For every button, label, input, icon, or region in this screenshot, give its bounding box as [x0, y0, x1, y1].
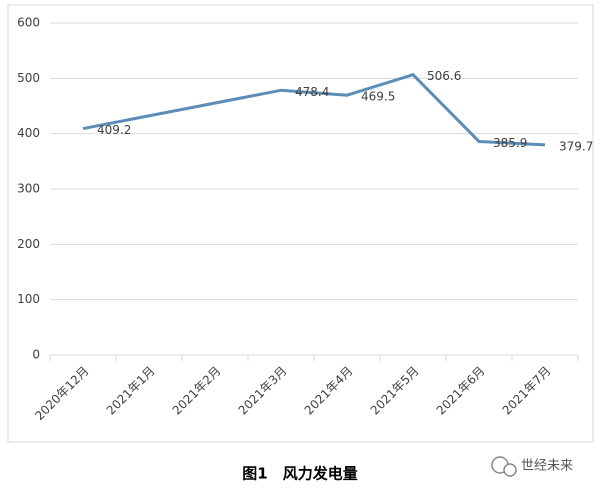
y-tick-label: 200 [17, 237, 40, 251]
chart-border [7, 4, 594, 443]
x-tick-label: 2021年3月 [236, 364, 290, 418]
x-tick-label: 2020年12月 [32, 364, 91, 423]
data-label: 478.4 [295, 85, 329, 99]
data-label: 379.7 [559, 139, 593, 153]
y-tick-label: 600 [17, 16, 40, 30]
x-tick-label: 2021年6月 [434, 364, 488, 418]
x-tick-label: 2021年2月 [170, 364, 224, 418]
watermark: 世经未来 [521, 459, 573, 474]
data-label: 409.2 [97, 123, 131, 137]
data-label: 469.5 [361, 90, 395, 104]
y-tick-label: 0 [32, 348, 40, 362]
y-tick-label: 500 [17, 71, 40, 85]
line [82, 73, 546, 147]
x-tick-label: 2021年7月 [500, 364, 554, 418]
data-label: 385.9 [493, 136, 527, 150]
caption: 图1 风力发电量 [242, 465, 357, 483]
y-tick-label: 400 [17, 126, 40, 140]
x-tick-label: 2021年1月 [104, 364, 158, 418]
y-tick-label: 300 [17, 182, 40, 196]
x-tick-label: 2021年4月 [302, 364, 356, 418]
y-tick-label: 100 [17, 292, 40, 306]
data-label: 506.6 [427, 69, 461, 83]
watermark-icon [491, 456, 517, 477]
x-tick-label: 2021年5月 [368, 364, 422, 418]
